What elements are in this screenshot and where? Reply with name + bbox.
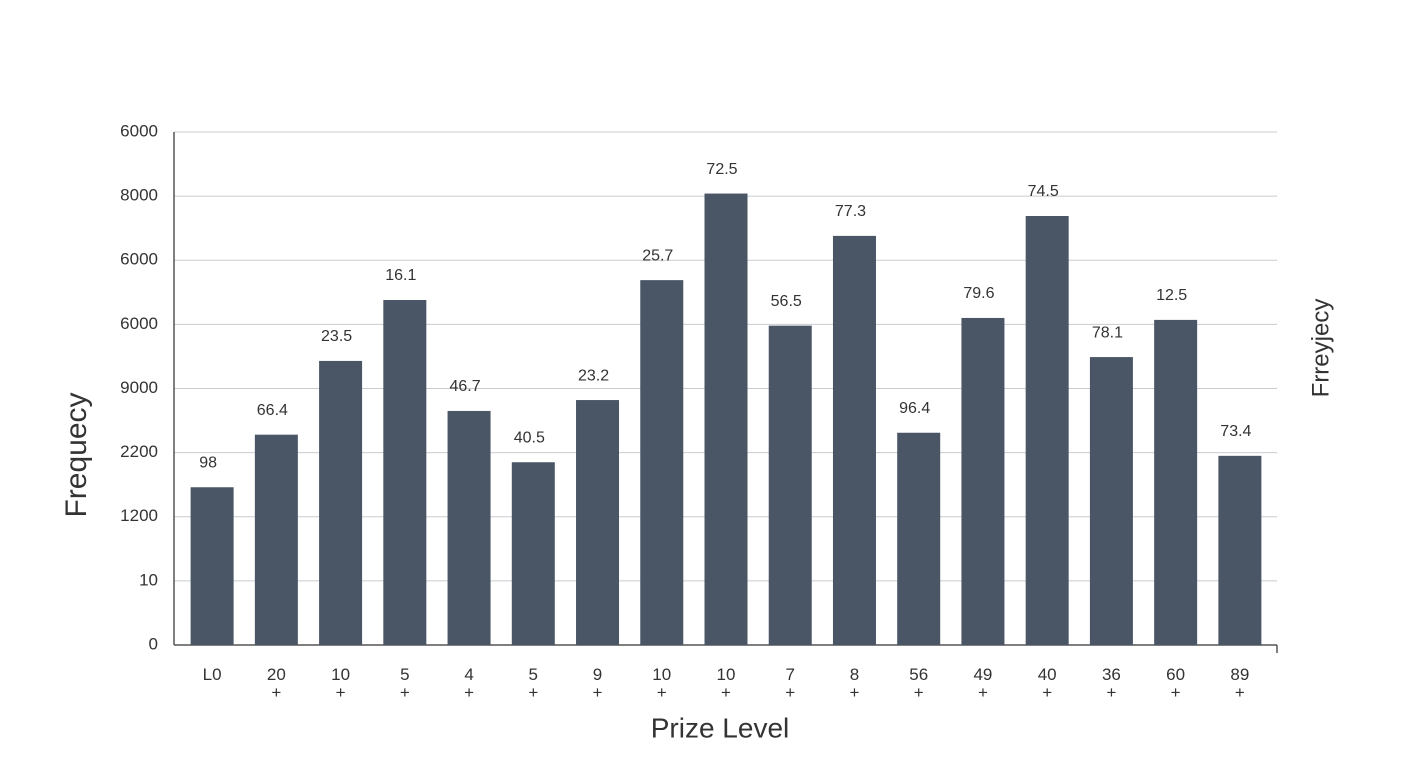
- bar: [832, 235, 876, 645]
- bar: [768, 325, 812, 645]
- bar-annotation: 66.4: [257, 402, 288, 419]
- bar-annotation: 23.2: [578, 367, 609, 384]
- y-axis-title: Frequecy: [60, 392, 93, 517]
- x-tick-label: 4 +: [464, 665, 475, 702]
- bar-annotation: 56.5: [771, 293, 802, 310]
- bar: [1089, 357, 1133, 645]
- x-tick-label: 10 +: [716, 665, 736, 702]
- x-tick-label: 56 +: [909, 665, 929, 702]
- bar-annotation: 77.3: [835, 203, 866, 220]
- bar: [704, 193, 748, 645]
- x-tick-label: 36 +: [1101, 665, 1121, 702]
- bar: [576, 400, 620, 645]
- bar-annotation: 40.5: [514, 429, 545, 446]
- x-tick-label: 60 +: [1166, 665, 1186, 702]
- y-tick-label: 6000: [120, 314, 158, 333]
- y-tick-label: 6000: [120, 250, 158, 269]
- bar: [640, 280, 684, 645]
- bar-annotation: 74.5: [1028, 183, 1059, 200]
- x-tick-label: 10 +: [652, 665, 672, 702]
- x-tick-label: 5 +: [399, 665, 410, 702]
- bar: [383, 300, 427, 645]
- bar-annotation: 79.6: [963, 285, 994, 302]
- x-tick-label: 5 +: [528, 665, 539, 702]
- bar: [511, 462, 555, 645]
- bar-annotation: 12.5: [1156, 287, 1187, 304]
- x-tick-label: 8 +: [849, 665, 860, 702]
- bar-annotation: 25.7: [642, 247, 673, 264]
- bar: [1025, 216, 1069, 645]
- bar: [897, 432, 941, 645]
- y-tick-label: 1200: [120, 506, 158, 525]
- bar: [1218, 455, 1262, 645]
- bar-annotation: 96.4: [899, 400, 930, 417]
- x-tick-label: L0: [202, 665, 222, 684]
- x-tick-label: 49 +: [973, 665, 993, 702]
- bar-annotation: 23.5: [321, 328, 352, 345]
- bar: [190, 487, 234, 645]
- x-tick-label: 7 +: [785, 665, 796, 702]
- x-tick-label: 20 +: [266, 665, 286, 702]
- x-tick-label: 10 +: [331, 665, 351, 702]
- bar: [961, 317, 1005, 645]
- bar: [254, 434, 298, 645]
- bar-annotation: 78.1: [1092, 324, 1123, 341]
- y-tick-label: 6000: [120, 121, 158, 140]
- x-tick-label: 40 +: [1037, 665, 1057, 702]
- bar: [447, 410, 491, 645]
- bar: [1154, 319, 1198, 645]
- y-tick-label: 0: [149, 634, 158, 653]
- bar-annotation: 16.1: [385, 267, 416, 284]
- y-tick-label: 10: [139, 570, 158, 589]
- x-axis-title: Prize Level: [651, 712, 790, 743]
- bar-annotation: 98: [199, 454, 217, 471]
- y2-axis-title: Frreyjecy: [1307, 299, 1334, 398]
- x-tick-label: 89 +: [1230, 665, 1250, 702]
- bar-annotation: 73.4: [1220, 423, 1251, 440]
- bar-annotation: 72.5: [706, 161, 737, 178]
- y-tick-label: 8000: [120, 186, 158, 205]
- y-tick-label: 9000: [120, 378, 158, 397]
- x-tick-label: 9 +: [592, 665, 603, 702]
- bar: [319, 360, 363, 645]
- bar-annotation: 46.7: [449, 378, 480, 395]
- y-tick-label: 2200: [120, 442, 158, 461]
